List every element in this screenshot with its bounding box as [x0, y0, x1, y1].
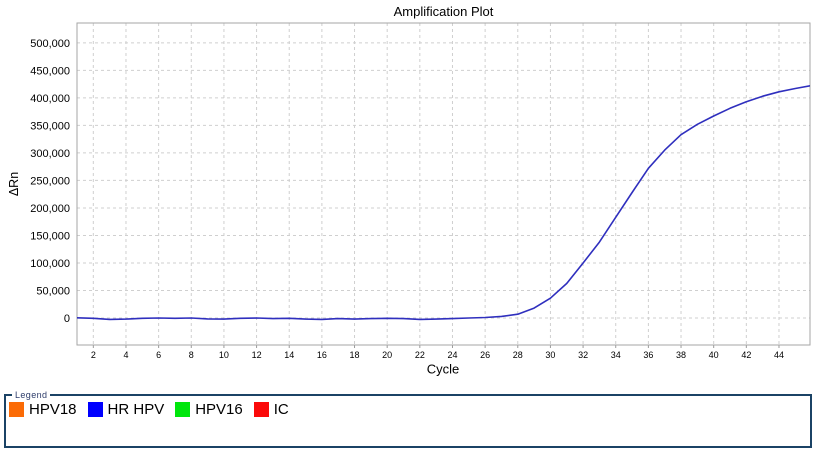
- svg-text:44: 44: [774, 350, 784, 360]
- gridlines: [77, 23, 810, 345]
- legend-swatch-hpv18: [9, 402, 24, 417]
- legend-item-label: HR HPV: [107, 401, 165, 418]
- svg-text:36: 36: [643, 350, 653, 360]
- legend-item-label: IC: [273, 401, 289, 418]
- svg-text:200,000: 200,000: [30, 203, 70, 215]
- svg-text:26: 26: [480, 350, 490, 360]
- svg-text:300,000: 300,000: [30, 148, 70, 160]
- legend-swatch-hr-hpv: [87, 402, 103, 417]
- y-tick-labels: 0 50,000 100,000 150,000 200,000 250,000 300,0…: [30, 38, 70, 325]
- svg-text:14: 14: [284, 350, 294, 360]
- svg-text:400,000: 400,000: [30, 93, 70, 105]
- legend-item-label: HPV18: [29, 401, 77, 418]
- svg-text:350,000: 350,000: [30, 120, 70, 132]
- svg-text:34: 34: [611, 350, 621, 360]
- svg-text:12: 12: [252, 350, 262, 360]
- svg-text:32: 32: [578, 350, 588, 360]
- svg-text:50,000: 50,000: [36, 286, 70, 298]
- svg-text:30: 30: [545, 350, 555, 360]
- legend-item-label: HPV16: [195, 401, 243, 418]
- svg-text:4: 4: [123, 350, 128, 360]
- svg-text:8: 8: [189, 350, 194, 360]
- legend-items: HPV18 HR HPV HPV16 IC: [6, 400, 810, 418]
- amplification-plot-chart: 0 50,000 100,000 150,000 200,000 250,000 300,0…: [30, 22, 811, 360]
- legend-box-title: Legend: [15, 390, 48, 400]
- svg-text:40: 40: [709, 350, 719, 360]
- plot-border: [76, 22, 811, 346]
- svg-text:250,000: 250,000: [30, 175, 70, 187]
- svg-text:22: 22: [415, 350, 425, 360]
- chart-title: Amplification Plot: [393, 4, 494, 19]
- svg-text:24: 24: [447, 350, 457, 360]
- svg-text:6: 6: [156, 350, 161, 360]
- svg-text:10: 10: [219, 350, 229, 360]
- x-tick-labels: 2 4 6 8 10 12 14 16 18 20 22 24 26 28 30 32 34 36 38 40 42 44: [91, 345, 784, 360]
- svg-text:38: 38: [676, 350, 686, 360]
- legend-swatch-hpv16: [175, 402, 191, 417]
- svg-text:2: 2: [91, 350, 96, 360]
- x-axis-label: Cycle: [426, 361, 460, 377]
- svg-text:16: 16: [317, 350, 327, 360]
- svg-text:20: 20: [382, 350, 392, 360]
- y-axis-label: ΔRn: [7, 171, 21, 197]
- legend-swatch-ic: [253, 402, 269, 417]
- svg-text:450,000: 450,000: [30, 65, 70, 77]
- svg-text:18: 18: [350, 350, 360, 360]
- legend-box: Legend HPV18 HR HPV HPV16 IC: [4, 390, 812, 448]
- svg-text:500,000: 500,000: [30, 38, 70, 50]
- svg-text:0: 0: [64, 313, 70, 325]
- legend-item-hr-hpv: HR HPV: [87, 401, 165, 418]
- legend-item-ic: IC: [253, 401, 289, 418]
- amplification-curve-hr-hpv: [77, 85, 810, 321]
- legend-item-hpv18: HPV18: [9, 401, 77, 418]
- svg-text:42: 42: [741, 350, 751, 360]
- svg-text:28: 28: [513, 350, 523, 360]
- svg-text:100,000: 100,000: [30, 258, 70, 270]
- legend-item-hpv16: HPV16: [175, 401, 243, 418]
- svg-text:150,000: 150,000: [30, 230, 70, 242]
